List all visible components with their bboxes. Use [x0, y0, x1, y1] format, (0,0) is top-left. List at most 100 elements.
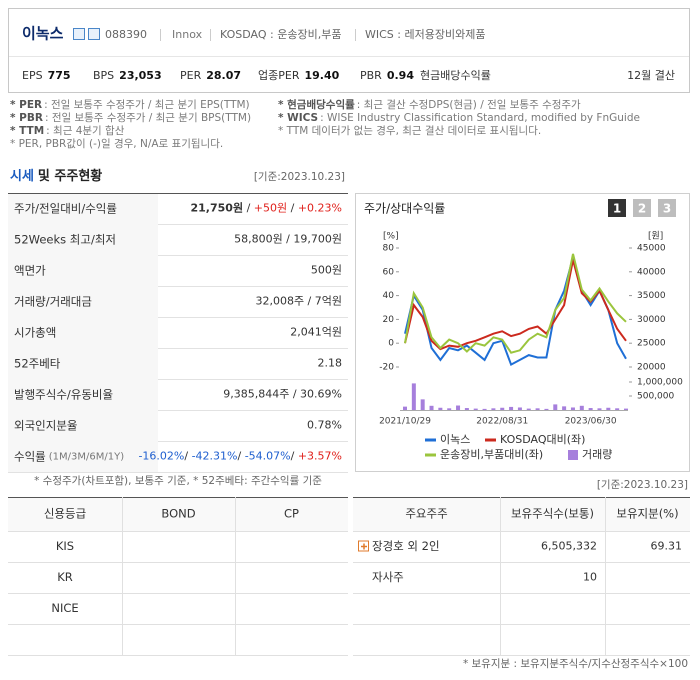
- row-label: 시가총액: [14, 325, 56, 339]
- text-part: 발행주식수/유동비율: [14, 387, 113, 401]
- header-row: [8, 497, 348, 531]
- x-tick-label: 2023/06/30: [565, 417, 617, 427]
- legend-label: KOSDAQ대비(좌): [500, 433, 585, 446]
- chart-title: 주가/상대수익률: [364, 202, 445, 216]
- date: [기준:2023.10.23]: [597, 479, 688, 491]
- note: * TTM: 최근 4분기 합산: [10, 125, 125, 137]
- text-part: /: [287, 202, 298, 215]
- cell: KR: [57, 570, 73, 584]
- text-part: 외국인지분율: [14, 418, 77, 432]
- column-header: 주요주주: [405, 507, 447, 521]
- column-header: BOND: [161, 507, 195, 521]
- text-part: +3.57%: [298, 450, 342, 463]
- series-line: [404, 253, 627, 367]
- row-value: 500원: [311, 264, 342, 277]
- volume-bar: [517, 407, 522, 410]
- series-line: [404, 259, 627, 351]
- volume-bar: [411, 383, 416, 410]
- volume-bar: [562, 406, 567, 410]
- volume-bar: [420, 399, 425, 410]
- volume-bar: [535, 408, 540, 410]
- row-value: 2.18: [318, 357, 343, 370]
- stock-code: 088390: [105, 28, 147, 41]
- text-part: /: [238, 450, 245, 463]
- row-label: 주가/전일대비/수익률: [14, 201, 117, 215]
- expand-icon[interactable]: [361, 543, 367, 550]
- column-header: 보유지분(%): [616, 507, 678, 521]
- label-cell: [8, 410, 158, 441]
- label-cell: [8, 317, 158, 348]
- metric-label: PER: [180, 69, 202, 82]
- text-part: /: [184, 450, 191, 463]
- section-title: 시세 및 주주현황: [10, 168, 102, 184]
- text-part: 거래량/거래대금: [14, 294, 92, 308]
- cell: KIS: [56, 539, 74, 553]
- column-header: 보유주식수(보통): [511, 507, 594, 521]
- icon[interactable]: [88, 28, 100, 40]
- text-part: * TTM: [10, 125, 44, 137]
- row-value: 32,008주 / 7억원: [255, 295, 342, 308]
- y2-tick-label: 20000: [637, 363, 666, 373]
- volume-bar: [615, 408, 620, 410]
- row-label: 액면가: [14, 263, 46, 277]
- metric-value: 23,053: [119, 69, 161, 82]
- cell: 자사주: [372, 570, 404, 584]
- volume-bar: [606, 407, 611, 410]
- column-header: 신용등급: [44, 507, 86, 521]
- volume-bar: [570, 407, 575, 410]
- text-part: 2.18: [318, 357, 343, 370]
- tab[interactable]: [658, 199, 676, 217]
- y-tick-label: 0: [388, 339, 394, 349]
- metric-label: EPS: [22, 69, 43, 82]
- cell: NICE: [51, 601, 78, 615]
- volume-bar: [473, 408, 478, 410]
- volume-bar: [526, 408, 531, 410]
- y-tick-label: 60: [383, 267, 395, 277]
- text-part: 수익률: [14, 449, 46, 463]
- text-part: : 전일 보통주 수정주가 / 최근 분기 BPS(TTM): [45, 111, 251, 124]
- text-part: 시가총액: [14, 325, 56, 339]
- note: * 현금배당수익률: 최근 결산 수정DPS(현금) / 전일 보통주 수정주가: [278, 98, 581, 111]
- text-part: 및 주주현황: [38, 168, 102, 184]
- row-value: -16.02%/ -42.31%/ -54.07%/ +3.57%: [138, 450, 342, 463]
- volume-bar: [447, 408, 452, 410]
- y-tick-label: -20: [379, 363, 394, 373]
- row-value: 21,750원 / +50원 / +0.23%: [191, 201, 343, 215]
- label-cell: [8, 224, 158, 255]
- legend-label: 거래량: [582, 448, 612, 461]
- label-cell: [8, 348, 158, 379]
- row-label: 52주베타: [14, 356, 61, 370]
- note: * PBR: 전일 보통주 수정주가 / 최근 분기 BPS(TTM): [10, 111, 251, 124]
- company-name: 이녹스: [22, 25, 64, 43]
- text-part: 58,800원 / 19,700원: [234, 233, 342, 246]
- volume-bar: [482, 408, 487, 410]
- y2-tick-label: 35000: [637, 291, 666, 301]
- text-part: 주가/전일대비/수익률: [14, 201, 117, 215]
- volume-bar: [597, 408, 602, 410]
- text-part: -42.31%: [192, 450, 238, 463]
- y-tick-label: 40: [383, 291, 395, 301]
- volume-bar: [456, 405, 461, 410]
- label-cell: [8, 379, 158, 410]
- table-note: * 수정주가(차트포함), 보통주 기준, * 52주베타: 주간수익률 기준: [34, 475, 322, 487]
- text-part: * 현금배당수익률: [278, 98, 355, 111]
- text-part: : WISE Industry Classification Standard,…: [320, 112, 640, 124]
- label-cell: [8, 441, 158, 472]
- tab[interactable]: [633, 199, 651, 217]
- market: KOSDAQ : 운송장비,부품: [220, 28, 341, 41]
- text-part: 9,385,844주 / 30.69%: [223, 388, 342, 401]
- axis-unit: [원]: [648, 231, 663, 242]
- header-box: [8, 8, 690, 93]
- text-part: -54.07%: [245, 450, 291, 463]
- tab[interactable]: [608, 199, 626, 217]
- icon[interactable]: [73, 28, 85, 40]
- legend-swatch: [568, 450, 578, 460]
- tab-label: 3: [663, 202, 671, 216]
- row-label: 52Weeks 최고/최저: [14, 232, 116, 246]
- cell: 10: [583, 571, 597, 584]
- text-part: 21,750원: [191, 201, 244, 215]
- text-part: * PBR: [10, 112, 43, 124]
- row-label: 거래량/거래대금: [14, 294, 92, 308]
- metric-label: 업종PER: [258, 69, 300, 82]
